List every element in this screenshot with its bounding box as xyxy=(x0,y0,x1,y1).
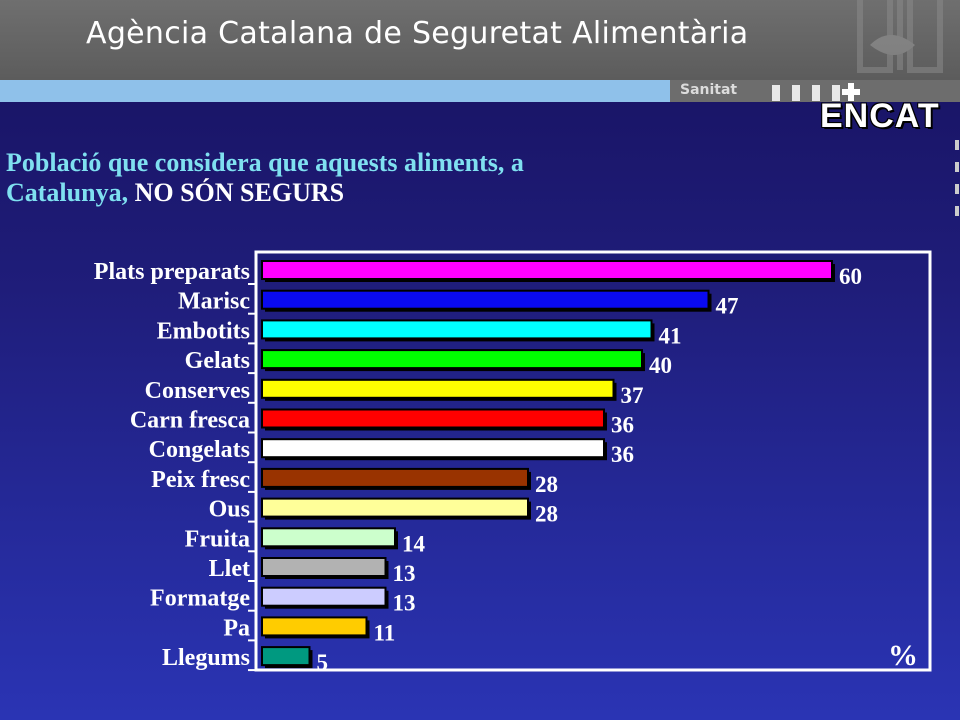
category-label: Ous xyxy=(209,497,250,523)
bar-11 xyxy=(261,586,387,607)
value-label: 40 xyxy=(649,353,672,378)
header-title: Agència Catalana de Seguretat Alimentàri… xyxy=(86,16,749,51)
category-label: Llet xyxy=(209,556,250,582)
category-label: Llegums xyxy=(162,645,250,671)
side-decoration xyxy=(955,140,959,216)
plot-frame xyxy=(254,250,932,672)
value-label: 37 xyxy=(621,383,644,408)
category-label: Carn fresca xyxy=(130,408,250,434)
category-label: Congelats xyxy=(149,437,250,463)
value-label: 14 xyxy=(402,531,426,556)
chart-title-line1: Població que considera que aquests alime… xyxy=(6,148,524,177)
category-label: Marisc xyxy=(178,289,250,315)
category-label: Embotits xyxy=(157,318,250,344)
chart-title-line2: Catalunya, NO SÓN SEGURS xyxy=(6,178,344,208)
generalitat-stripes-icon xyxy=(772,83,860,101)
value-label: 41 xyxy=(659,323,682,348)
value-label: 13 xyxy=(393,561,416,586)
category-label: Formatge xyxy=(150,586,250,612)
bar-12 xyxy=(261,616,368,637)
category-label: Pa xyxy=(223,615,250,641)
category-label: Conserves xyxy=(145,378,250,404)
bar-6 xyxy=(261,438,605,459)
value-label: 47 xyxy=(716,294,739,319)
chart-title-region: Catalunya, xyxy=(6,178,135,207)
bar-10 xyxy=(261,557,387,577)
agency-emblem-icon xyxy=(857,0,943,73)
bar-2 xyxy=(261,319,653,340)
bar-0 xyxy=(261,260,833,280)
value-label: 11 xyxy=(374,620,396,645)
bar-chart: Plats preparats 60 Marisc 47 Embotits 41 Gelat… xyxy=(94,250,932,675)
value-label: 60 xyxy=(839,264,862,289)
value-label: 5 xyxy=(317,650,329,675)
value-label: 28 xyxy=(535,502,558,527)
bar-13 xyxy=(261,646,311,667)
bar-1 xyxy=(261,289,710,310)
chart-title-emphasis: NO SÓN SEGURS xyxy=(134,178,345,207)
category-label: Plats preparats xyxy=(94,259,250,285)
bar-9 xyxy=(261,527,396,548)
category-label: Gelats xyxy=(185,348,250,374)
encat-badge: ENCAT xyxy=(820,97,940,135)
value-label: 13 xyxy=(393,591,416,616)
unit-label: % xyxy=(888,639,918,672)
bar-7 xyxy=(261,467,529,488)
department-label: Sanitat xyxy=(680,82,738,98)
header-bar: Agència Catalana de Seguretat Alimentàri… xyxy=(0,0,960,80)
bar-3 xyxy=(261,349,643,370)
bar-5 xyxy=(261,408,605,429)
category-label: Peix fresc xyxy=(151,467,250,493)
value-label: 36 xyxy=(611,442,634,467)
value-label: 36 xyxy=(611,413,634,438)
bar-4 xyxy=(261,378,615,399)
value-label: 28 xyxy=(535,472,558,497)
bar-8 xyxy=(261,497,529,518)
category-label: Fruita xyxy=(185,526,250,552)
